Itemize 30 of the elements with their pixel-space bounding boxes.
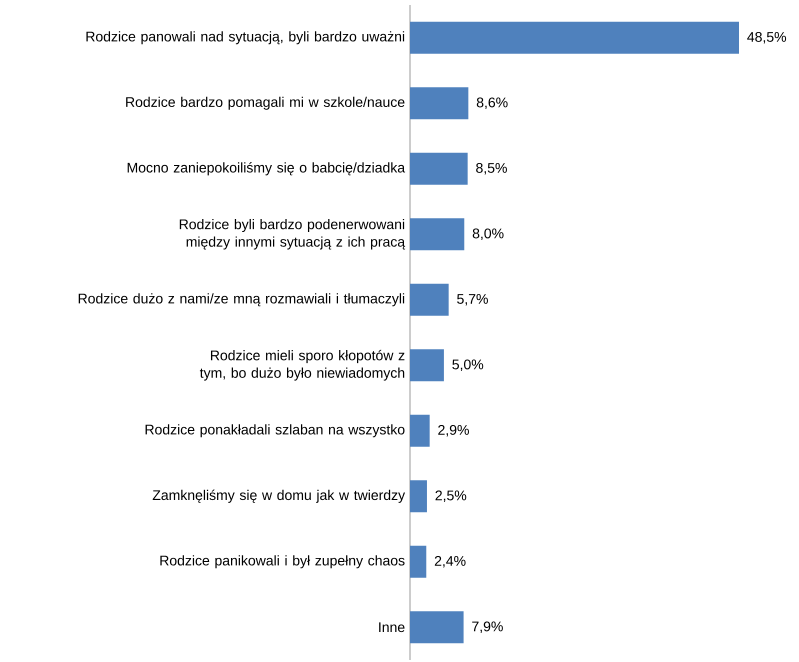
data-label: 2,4% <box>434 556 466 568</box>
y-tick-label: Rodzice panikowali i był zupełny chaos <box>160 555 405 568</box>
data-label: 5,0% <box>452 359 484 372</box>
bar <box>410 546 426 578</box>
data-label: 8,0% <box>472 228 504 240</box>
bar <box>410 611 464 644</box>
bar <box>410 480 427 512</box>
y-tick-label: Rodzice bardzo pomagali mi w szkole/nauce <box>126 96 404 110</box>
bar <box>410 152 468 185</box>
bar <box>410 349 444 382</box>
data-label: 8,5% <box>476 162 507 175</box>
bar <box>410 284 449 316</box>
data-label: 2,5% <box>436 490 466 502</box>
data-label: 2,9% <box>438 424 469 437</box>
bar <box>410 414 430 447</box>
bar <box>410 22 740 54</box>
y-tick-label: Rodzice dużo z nami/ze mną rozmawiali i tłumaczyli <box>78 293 404 306</box>
y-tick-label: Inne <box>379 622 405 632</box>
data-label: 48,5% <box>747 32 786 44</box>
bar <box>410 87 468 120</box>
y-tick-label: Rodzice byli bardzo podenerwowani między innymi sytuacją z ich pracą <box>180 218 406 250</box>
y-tick-label: Rodzice ponakładali szlaban na wszystko <box>146 424 404 438</box>
y-tick-label: Zamknęliśmy się w domu jak w twierdzy <box>152 490 406 503</box>
y-tick-label: Rodzice mieli sporo kłopotów z tym, bo dużo było niewiadomych <box>200 350 404 381</box>
data-label: 8,6% <box>476 97 508 110</box>
data-label: 7,9% <box>472 621 503 634</box>
bar <box>410 218 464 250</box>
y-tick-label: Mocno zaniepokoiliśmy się o babcię/dziadka <box>128 162 406 176</box>
y-tick-label: Rodzice panowali nad sytuacją, byli bardzo uważni <box>86 31 404 44</box>
data-label: 5,7% <box>457 294 488 306</box>
